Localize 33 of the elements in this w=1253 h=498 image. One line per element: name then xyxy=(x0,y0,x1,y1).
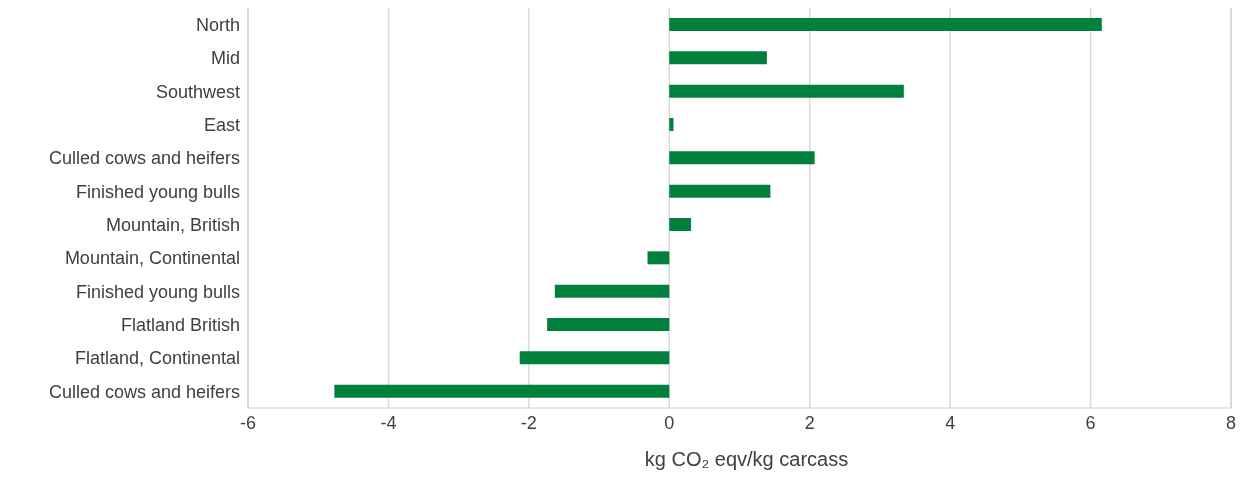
y-tick-label: Finished young bulls xyxy=(75,181,240,202)
bar xyxy=(669,18,1102,31)
x-tick-label: 2 xyxy=(804,412,815,433)
bar xyxy=(554,284,670,298)
bar xyxy=(669,184,771,198)
x-tick-label: -2 xyxy=(520,412,537,433)
y-tick-label: Southwest xyxy=(155,81,240,102)
x-tick-label: -6 xyxy=(239,412,257,433)
bar xyxy=(669,151,815,165)
y-tick-label: Mountain, Continental xyxy=(64,248,240,269)
x-tick-label: 6 xyxy=(1085,412,1096,433)
bar xyxy=(669,118,674,131)
bar xyxy=(669,218,692,231)
x-tick-label: 8 xyxy=(1225,412,1237,433)
bar xyxy=(669,84,904,98)
y-tick-label: East xyxy=(203,115,240,136)
bar xyxy=(669,51,767,65)
bar xyxy=(334,384,670,398)
bar xyxy=(647,251,670,265)
y-tick-label: Mountain, British xyxy=(105,215,240,236)
x-tick-label: -4 xyxy=(380,412,397,433)
y-tick-label: Flatland, Continental xyxy=(74,348,240,369)
x-tick-label: 0 xyxy=(664,412,675,433)
x-axis-title: kg CO₂ eqv/kg carcass xyxy=(643,448,850,471)
x-tick-label: 4 xyxy=(945,412,956,433)
bar xyxy=(519,351,670,365)
y-tick-label: Culled cows and heifers xyxy=(48,381,240,402)
y-tick-label: North xyxy=(195,15,240,36)
y-tick-label: Culled cows and heifers xyxy=(48,148,240,169)
y-tick-label: Flatland British xyxy=(120,315,240,336)
bar xyxy=(547,318,670,331)
y-tick-label: Mid xyxy=(210,48,240,69)
y-tick-label: Finished young bulls xyxy=(75,281,240,302)
